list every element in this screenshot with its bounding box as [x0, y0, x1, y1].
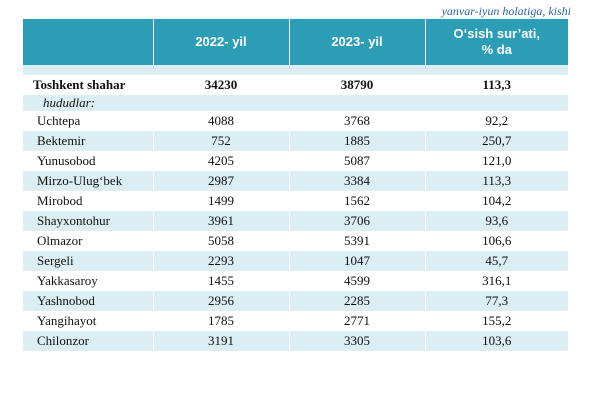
- table-row: Bektemir 752 1885 250,7: [23, 131, 568, 151]
- cell-region: Bektemir: [23, 131, 153, 151]
- cell-2022: 2987: [152, 171, 289, 191]
- cell-growth: 103,6: [424, 331, 568, 351]
- cell-growth: 121,0: [424, 151, 568, 171]
- table-row: Yangihayot 1785 2771 155,2: [23, 311, 568, 331]
- cell-growth: 45,7: [424, 251, 568, 271]
- table-row: Yunusobod 4205 5087 121,0: [23, 151, 568, 171]
- cell-2023: 2285: [288, 291, 425, 311]
- cell-2023: 3768: [288, 111, 425, 131]
- cell-2022: 2956: [152, 291, 289, 311]
- total-row: Toshkent shahar 34230 38790 113,3: [23, 75, 568, 95]
- cell-2022: 1499: [152, 191, 289, 211]
- table-row: Chilonzor 3191 3305 103,6: [23, 331, 568, 351]
- table-row: Mirobod 1499 1562 104,2: [23, 191, 568, 211]
- cell-region: Yashnobod: [23, 291, 153, 311]
- cell-region: Mirobod: [23, 191, 153, 211]
- cell-2023: 1562: [288, 191, 425, 211]
- cell-2022: 1785: [152, 311, 289, 331]
- cell-region: Sergeli: [23, 251, 153, 271]
- table-row: Uchtepa 4088 3768 92,2: [23, 111, 568, 131]
- cell-growth: 250,7: [424, 131, 568, 151]
- statistics-table: 2022- yil 2023- yil O‘sish sur’ati, % da…: [23, 19, 568, 351]
- cell-region: Yakkasaroy: [23, 271, 153, 291]
- cell-2022: 3191: [152, 331, 289, 351]
- cell-2023: 1885: [288, 131, 425, 151]
- total-2022: 34230: [152, 75, 289, 95]
- table-row: Shayxontohur 3961 3706 93,6: [23, 211, 568, 231]
- total-growth: 113,3: [424, 75, 568, 95]
- cell-region: Shayxontohur: [23, 211, 153, 231]
- total-name: Toshkent shahar: [23, 75, 153, 95]
- table-row: Olmazor 5058 5391 106,6: [23, 231, 568, 251]
- subheading: hududlar:: [23, 95, 568, 111]
- cell-growth: 113,3: [424, 171, 568, 191]
- cell-2023: 3384: [288, 171, 425, 191]
- cell-2023: 1047: [288, 251, 425, 271]
- cell-region: Yangihayot: [23, 311, 153, 331]
- cell-2022: 2293: [152, 251, 289, 271]
- cell-growth: 155,2: [424, 311, 568, 331]
- cell-2022: 4205: [152, 151, 289, 171]
- cell-growth: 316,1: [424, 271, 568, 291]
- header-2022: 2022- yil: [152, 19, 289, 65]
- header-growth: O‘sish sur’ati, % da: [424, 19, 568, 65]
- cell-growth: 104,2: [424, 191, 568, 211]
- total-2023: 38790: [288, 75, 425, 95]
- cell-region: Chilonzor: [23, 331, 153, 351]
- cell-2022: 5058: [152, 231, 289, 251]
- cell-2023: 5391: [288, 231, 425, 251]
- table-row: Yakkasaroy 1455 4599 316,1: [23, 271, 568, 291]
- cell-region: Uchtepa: [23, 111, 153, 131]
- cell-2022: 752: [152, 131, 289, 151]
- cell-region: Yunusobod: [23, 151, 153, 171]
- cell-2023: 2771: [288, 311, 425, 331]
- header-region: [23, 19, 153, 65]
- cell-2023: 5087: [288, 151, 425, 171]
- cell-2023: 3706: [288, 211, 425, 231]
- table-note: yanvar-iyun holatiga, kishi: [441, 4, 571, 18]
- cell-2022: 1455: [152, 271, 289, 291]
- table-row: Sergeli 2293 1047 45,7: [23, 251, 568, 271]
- spacer-row: [23, 65, 568, 75]
- cell-growth: 92,2: [424, 111, 568, 131]
- cell-region: Mirzo-Ulug‘bek: [23, 171, 153, 191]
- table-header-row: 2022- yil 2023- yil O‘sish sur’ati, % da: [23, 19, 568, 65]
- cell-2022: 4088: [152, 111, 289, 131]
- cell-2023: 4599: [288, 271, 425, 291]
- cell-growth: 93,6: [424, 211, 568, 231]
- cell-2023: 3305: [288, 331, 425, 351]
- cell-region: Olmazor: [23, 231, 153, 251]
- header-2023: 2023- yil: [288, 19, 425, 65]
- table-row: Mirzo-Ulug‘bek 2987 3384 113,3: [23, 171, 568, 191]
- subheading-row: hududlar:: [23, 95, 568, 111]
- table-row: Yashnobod 2956 2285 77,3: [23, 291, 568, 311]
- cell-growth: 106,6: [424, 231, 568, 251]
- cell-growth: 77,3: [424, 291, 568, 311]
- cell-2022: 3961: [152, 211, 289, 231]
